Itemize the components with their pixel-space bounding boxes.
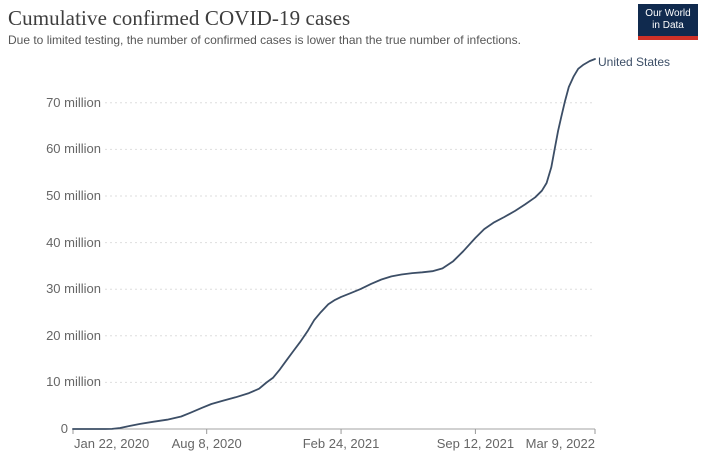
y-tick-label-70: 70 million	[46, 94, 101, 110]
owid-logo[interactable]: Our World in Data	[638, 4, 698, 40]
y-tick-label-10: 10 million	[46, 374, 101, 390]
y-tick-label-0: 0	[60, 421, 68, 436]
chart-subtitle: Due to limited testing, the number of co…	[8, 33, 521, 47]
covid-cases-line[interactable]	[72, 58, 596, 430]
x-tick-label-2022-03-09: Mar 9, 2022	[525, 436, 595, 451]
y-tick-label-30: 30 million	[46, 281, 101, 297]
y-tick-label-60: 60 million	[46, 141, 101, 157]
y-tick-label-50: 50 million	[46, 188, 101, 203]
x-tick-label-2021-09-12: Sep 12, 2021	[436, 436, 515, 451]
owid-logo-line2: in Data	[652, 20, 684, 31]
x-tick-label-2020-01-22: Jan 22, 2020	[74, 436, 150, 451]
x-tick-label-2021-02-24: Feb 24, 2021	[302, 436, 380, 451]
y-tick-label-20: 20 million	[46, 327, 101, 343]
owid-logo-line1: Our World	[645, 8, 691, 19]
x-axis	[72, 428, 596, 434]
y-tick-label-40: 40 million	[46, 234, 101, 250]
y-gridlines	[105, 102, 595, 383]
legend-united-states[interactable]: United States	[598, 54, 671, 69]
chart-title: Cumulative confirmed COVID-19 cases	[8, 6, 351, 30]
x-tick-label-2020-08-08: Aug 8, 2020	[171, 436, 242, 451]
